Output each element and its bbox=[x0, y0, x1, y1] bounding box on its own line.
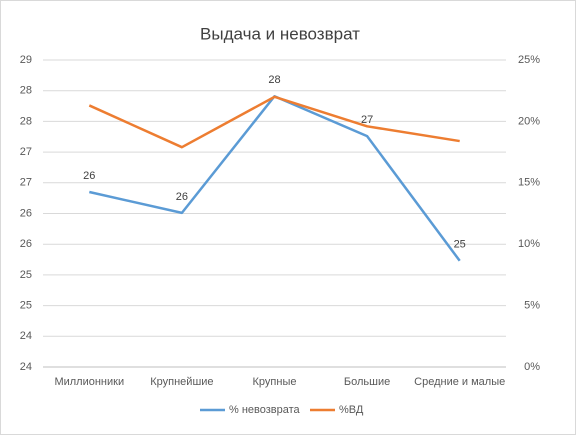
y-tick-label: 24 bbox=[20, 330, 32, 342]
y-tick-label: 24 bbox=[20, 361, 32, 373]
chart-title: Выдача и невозврат bbox=[200, 24, 360, 43]
y2-tick-label: 15% bbox=[518, 177, 540, 189]
data-label: 26 bbox=[83, 170, 95, 182]
y-tick-label: 28 bbox=[20, 115, 32, 127]
data-label: 28 bbox=[268, 74, 280, 86]
y2-tick-label: 5% bbox=[524, 300, 540, 312]
legend-label: %ВД bbox=[339, 404, 364, 416]
x-tick-label: Миллионники bbox=[54, 376, 124, 388]
y-tick-label: 27 bbox=[20, 177, 32, 189]
x-tick-label: Крупные bbox=[253, 376, 297, 388]
y-tick-label: 25 bbox=[20, 269, 32, 281]
y2-tick-label: 25% bbox=[518, 54, 540, 66]
y2-tick-label: 20% bbox=[518, 115, 540, 127]
y-tick-label: 26 bbox=[20, 207, 32, 219]
y-tick-label: 26 bbox=[20, 238, 32, 250]
y-tick-label: 29 bbox=[20, 54, 32, 66]
y-tick-label: 25 bbox=[20, 300, 32, 312]
x-tick-label: Крупнейшие bbox=[150, 376, 213, 388]
y2-tick-label: 0% bbox=[524, 361, 540, 373]
x-tick-label: Средние и малые bbox=[414, 376, 505, 388]
data-label: 26 bbox=[176, 191, 188, 203]
y2-tick-label: 10% bbox=[518, 238, 540, 250]
y-tick-label: 27 bbox=[20, 146, 32, 158]
legend-label: % невозврата bbox=[229, 404, 301, 416]
series-line bbox=[88, 95, 460, 149]
y-tick-label: 28 bbox=[20, 85, 32, 97]
x-tick-label: Большие bbox=[344, 376, 390, 388]
data-label: 25 bbox=[454, 239, 466, 251]
data-label: 27 bbox=[361, 114, 373, 126]
